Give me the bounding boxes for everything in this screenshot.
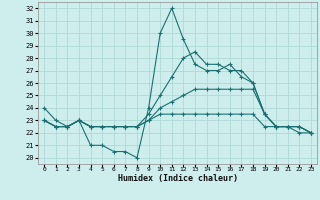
X-axis label: Humidex (Indice chaleur): Humidex (Indice chaleur) <box>118 174 238 183</box>
